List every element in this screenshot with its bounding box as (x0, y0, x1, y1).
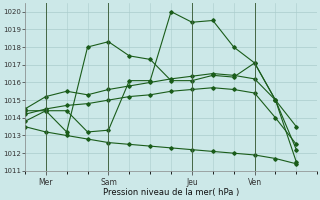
X-axis label: Pression niveau de la mer( hPa ): Pression niveau de la mer( hPa ) (103, 188, 239, 197)
